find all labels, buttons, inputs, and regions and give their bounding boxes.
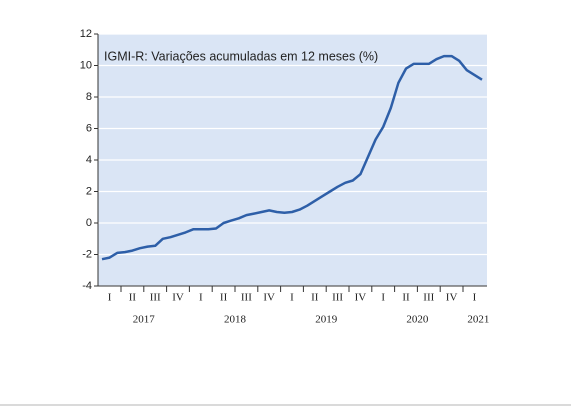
- y-tick-label: 12: [80, 28, 92, 40]
- x-tick-label: III: [423, 292, 434, 304]
- year-label: 2020: [406, 314, 429, 326]
- x-tick-label: III: [150, 292, 161, 304]
- y-tick-label: 8: [86, 91, 92, 103]
- x-tick-label: II: [402, 292, 410, 304]
- y-tick-label: 6: [86, 122, 92, 134]
- x-tick-label: III: [332, 292, 343, 304]
- x-tick-label: IV: [446, 292, 458, 304]
- x-tick-label: I: [290, 292, 294, 304]
- y-tick-label: 10: [80, 59, 92, 71]
- y-tick-label: -4: [82, 280, 92, 292]
- x-tick-label: IV: [263, 292, 275, 304]
- year-label: 2017: [133, 314, 156, 326]
- x-tick-label: I: [199, 292, 203, 304]
- year-label: 2021: [467, 314, 489, 326]
- y-tick-label: -2: [82, 248, 92, 260]
- x-tick-label: I: [108, 292, 112, 304]
- x-tick-label: IV: [172, 292, 184, 304]
- y-tick-label: 2: [86, 185, 92, 197]
- year-label: 2018: [224, 314, 247, 326]
- x-tick-label: I: [381, 292, 385, 304]
- chart-title: IGMI-R: Variações acumuladas em 12 meses…: [104, 49, 378, 63]
- x-tick-label: II: [129, 292, 137, 304]
- x-tick-label: II: [220, 292, 228, 304]
- x-tick-label: III: [241, 292, 252, 304]
- y-tick-label: 4: [86, 154, 92, 166]
- y-tick-label: 0: [86, 217, 92, 229]
- x-tick-label: II: [311, 292, 319, 304]
- x-tick-label: IV: [355, 292, 367, 304]
- data-line: [101, 54, 483, 261]
- x-tick-label: I: [473, 292, 477, 304]
- year-label: 2019: [315, 314, 338, 326]
